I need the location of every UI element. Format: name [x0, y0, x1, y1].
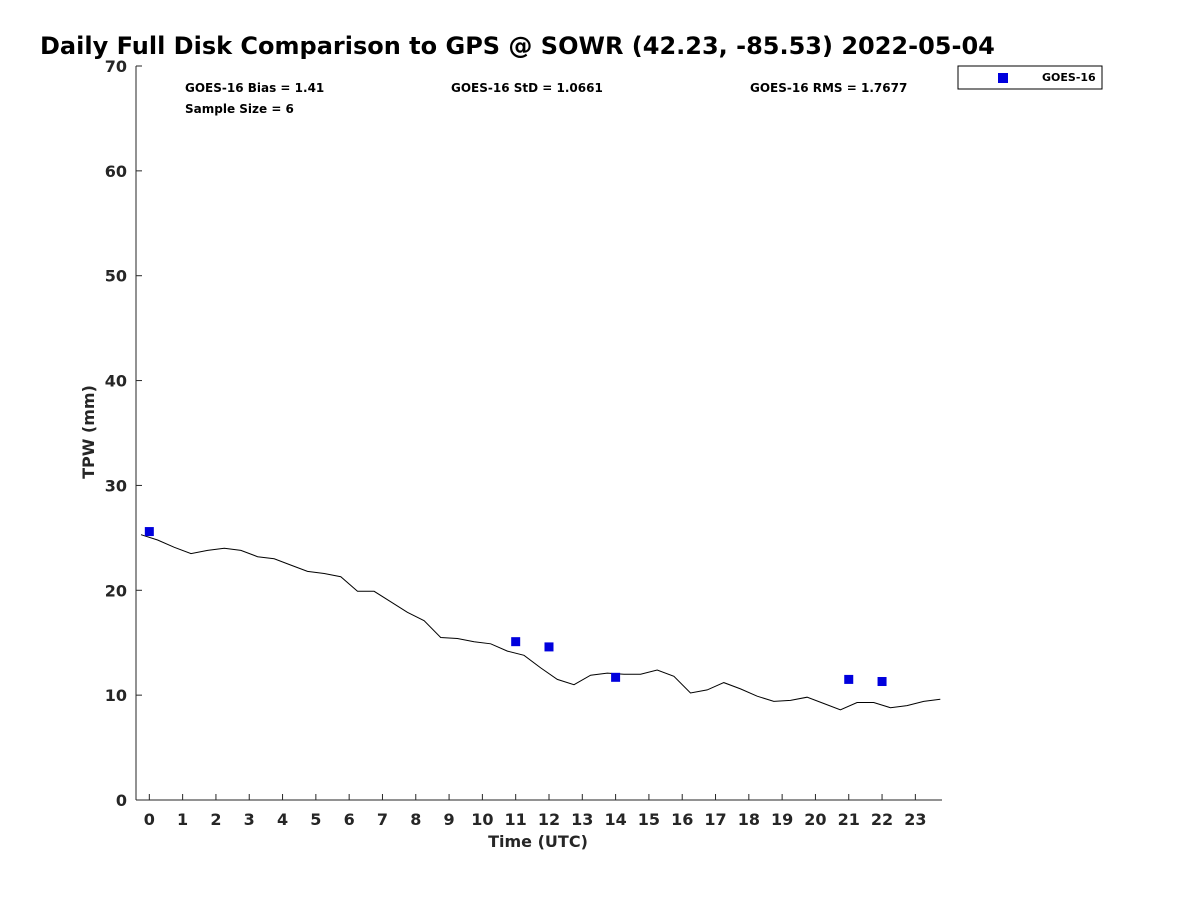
x-tick-label: 17	[704, 810, 726, 829]
legend: GOES-16	[957, 65, 1103, 90]
x-tick-label: 5	[310, 810, 321, 829]
x-tick-label: 1	[177, 810, 188, 829]
goes16-point	[544, 642, 554, 652]
x-tick-label: 3	[244, 810, 255, 829]
stat-rms: GOES-16 RMS = 1.7677	[750, 81, 907, 95]
goes16-point	[511, 637, 521, 647]
legend-marker	[998, 73, 1008, 83]
goes16-points-layer	[144, 527, 887, 687]
legend-label: GOES-16	[1042, 71, 1096, 84]
stat-sample-size: Sample Size = 6	[185, 102, 294, 116]
chart-title: Daily Full Disk Comparison to GPS @ SOWR…	[40, 32, 995, 60]
x-tick-label: 23	[904, 810, 926, 829]
x-tick-label: 16	[671, 810, 693, 829]
x-tick-label: 6	[344, 810, 355, 829]
y-tick-label: 10	[105, 686, 127, 705]
gps-tpw-line	[140, 534, 941, 711]
x-tick-label: 12	[538, 810, 560, 829]
gps-line-layer	[140, 534, 941, 711]
x-tick-label: 20	[804, 810, 826, 829]
x-tick-label: 4	[277, 810, 288, 829]
x-axis-label: Time (UTC)	[488, 832, 588, 851]
goes16-point	[844, 674, 854, 684]
y-axis-ticks: 0 10 20 30 40 50 60 70	[105, 57, 142, 810]
y-tick-label: 50	[105, 267, 127, 286]
x-tick-label: 18	[738, 810, 760, 829]
y-tick-label: 60	[105, 162, 127, 181]
x-tick-label: 7	[377, 810, 388, 829]
y-tick-label: 40	[105, 372, 127, 391]
x-tick-label: 11	[505, 810, 527, 829]
legend-box	[957, 65, 1103, 90]
axes	[135, 66, 942, 801]
y-tick-label: 70	[105, 57, 127, 76]
x-tick-label: 13	[571, 810, 593, 829]
stat-bias: GOES-16 Bias = 1.41	[185, 81, 324, 95]
x-axis-ticks: 0 1 2 3 4 5 6 7 8 9 10 11 12 13 14 15 16 17 18 19 20 21 22 23	[144, 794, 926, 829]
x-tick-label: 19	[771, 810, 793, 829]
x-tick-label: 2	[210, 810, 221, 829]
goes16-point	[877, 677, 887, 687]
y-tick-label: 20	[105, 581, 127, 600]
x-tick-label: 8	[410, 810, 421, 829]
y-tick-label: 0	[116, 791, 127, 810]
x-tick-label: 22	[871, 810, 893, 829]
x-tick-label: 9	[444, 810, 455, 829]
goes16-point	[144, 527, 154, 537]
x-tick-label: 21	[838, 810, 860, 829]
y-tick-label: 30	[105, 476, 127, 495]
x-tick-label: 10	[471, 810, 493, 829]
x-tick-label: 15	[638, 810, 660, 829]
stat-std: GOES-16 StD = 1.0661	[451, 81, 603, 95]
y-axis-label: TPW (mm)	[79, 385, 98, 479]
goes16-point	[611, 672, 621, 682]
x-tick-label: 14	[604, 810, 626, 829]
x-tick-label: 0	[144, 810, 155, 829]
